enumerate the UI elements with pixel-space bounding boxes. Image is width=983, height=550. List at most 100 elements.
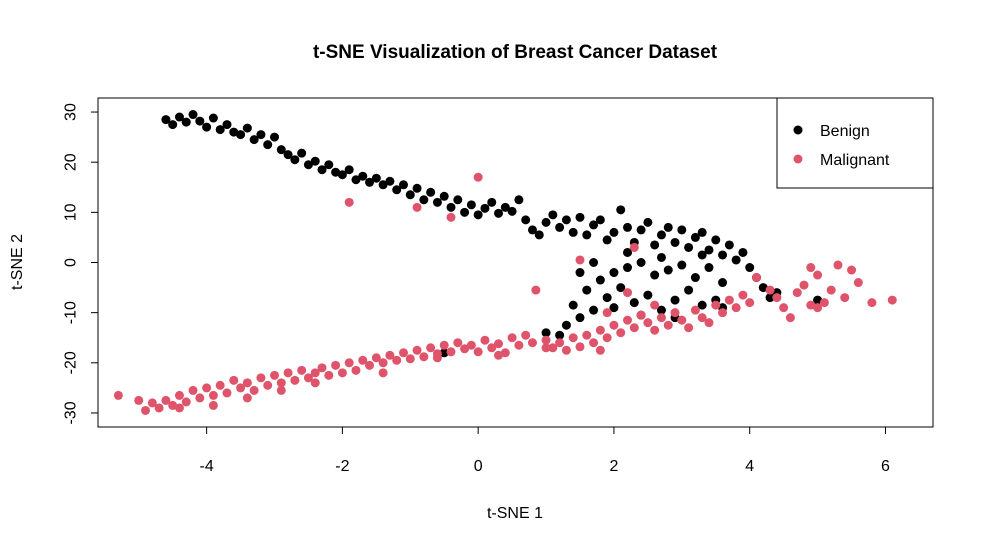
data-point-malignant [643,318,653,328]
data-point-malignant [337,368,347,378]
data-point-malignant [242,378,252,388]
data-point-benign [589,220,599,230]
data-point-benign [602,293,612,303]
data-point-benign [378,180,388,190]
data-point-benign [575,268,585,278]
data-point-benign [575,313,585,323]
data-point-benign [466,200,476,210]
data-point-benign [283,150,293,160]
data-point-malignant [351,365,361,375]
data-point-malignant [677,315,687,325]
data-point-malignant [242,393,252,403]
data-point-benign [487,197,497,207]
data-point-benign [324,160,334,170]
data-point-malignant [270,370,280,380]
data-point-benign [636,258,646,267]
data-point-benign [215,125,225,135]
data-point-malignant [378,368,388,378]
data-point-malignant [113,390,123,400]
data-point-benign [426,187,436,197]
data-point-malignant [446,347,456,357]
data-point-malignant [867,298,877,308]
data-point-benign [697,300,707,310]
data-point-benign [656,230,666,240]
data-point-malignant [276,378,286,388]
data-point-benign [344,165,354,175]
data-point-malignant [711,300,721,310]
data-point-malignant [779,303,789,313]
data-point-malignant [507,333,517,343]
data-point-benign [174,112,184,122]
data-point-malignant [141,405,151,415]
data-point-benign [446,202,456,212]
data-point-benign [439,348,449,358]
data-point-benign [263,140,273,150]
data-point-benign [731,255,741,265]
data-point-benign [555,222,565,232]
data-point-malignant [500,348,510,358]
data-point-malignant [541,335,551,345]
data-point-malignant [154,403,164,413]
data-point-benign [697,227,707,237]
data-point-malignant [751,273,761,283]
data-point-benign [738,247,748,257]
legend-marker-benign [793,125,803,135]
data-point-malignant [589,338,599,348]
data-point-malignant [718,308,728,318]
data-point-malignant [684,323,694,333]
data-point-malignant [344,197,354,207]
legend-label-benign: Benign [820,123,870,140]
data-point-malignant [650,325,660,335]
data-point-benign [629,298,639,308]
y-tick-label: -10 [63,301,80,324]
data-point-malignant [195,393,205,403]
y-tick-label: -20 [63,351,80,374]
data-point-benign [595,215,605,225]
data-point-malignant [494,350,504,360]
data-point-benign [480,203,490,213]
data-point-malignant [548,343,558,353]
data-point-benign [663,222,673,232]
data-point-benign [711,235,721,245]
data-point-benign [589,258,599,267]
y-tick-label: 30 [63,103,80,121]
data-point-benign [222,120,232,130]
data-point-benign [561,320,571,330]
data-point-malignant [799,280,809,290]
data-point-benign [405,190,415,200]
data-point-benign [290,155,300,165]
data-point-malignant [595,325,605,335]
data-point-benign [229,127,239,137]
data-point-malignant [290,375,300,385]
data-point-benign [439,191,449,201]
data-point-malignant [670,308,680,318]
x-axis-label: t-SNE 1 [487,505,543,522]
data-point-benign [371,173,381,183]
data-point-malignant [174,390,184,400]
data-point-benign [398,180,408,190]
data-point-benign [473,210,483,220]
data-point-malignant [229,375,239,385]
data-point-malignant [405,354,415,364]
data-point-malignant [840,293,850,303]
data-point-malignant [412,202,422,212]
data-point-malignant [561,345,571,355]
x-tick-label: 4 [745,458,754,475]
data-point-benign [331,167,341,177]
data-point-malignant [283,368,293,378]
data-point-malignant [256,373,266,383]
data-point-malignant [263,380,273,390]
data-point-benign [650,240,660,250]
data-point-benign [561,215,571,225]
data-point-benign [582,285,592,295]
data-point-malignant [480,335,490,345]
data-point-malignant [134,395,144,405]
data-point-benign [575,212,585,222]
data-point-benign [181,117,191,127]
data-point-benign [317,165,327,175]
y-axis-label: t-SNE 2 [9,234,26,290]
data-point-malignant [392,355,402,365]
data-point-malignant [358,355,368,365]
data-point-benign [595,275,605,285]
data-point-benign [609,303,619,313]
